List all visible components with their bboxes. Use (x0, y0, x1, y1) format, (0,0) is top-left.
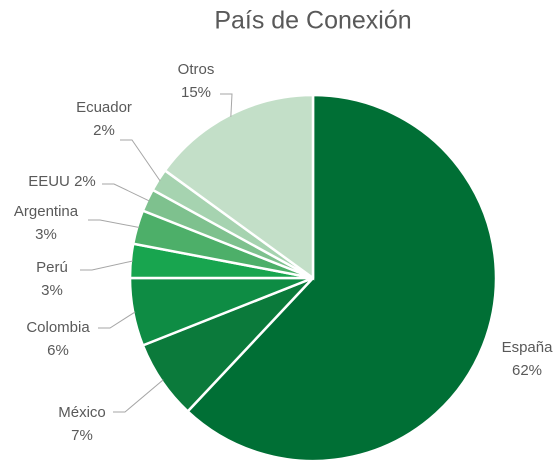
value-label: 62% (512, 362, 542, 379)
pie-slice (185, 93, 498, 461)
value-label: 2% (93, 122, 115, 139)
category-label: Ecuador (76, 99, 132, 116)
leader-line (220, 93, 233, 117)
value-label: 7% (71, 427, 93, 444)
leader-line (98, 311, 136, 329)
value-label: 3% (35, 226, 57, 243)
value-label: 15% (181, 84, 211, 101)
category-label: Colombia (26, 319, 90, 336)
leader-line (88, 219, 140, 228)
leader-line (102, 183, 150, 202)
leader-line (120, 139, 161, 182)
category-label: Argentina (14, 203, 79, 220)
pie-slice (163, 93, 315, 281)
data-label: EEUU 2% (28, 173, 96, 190)
value-label: 6% (47, 342, 69, 359)
category-label: EEUU (28, 173, 70, 190)
category-label: España (502, 339, 554, 356)
leader-line (113, 379, 164, 413)
value-label: 3% (41, 282, 63, 299)
chart-title: País de Conexión (214, 7, 411, 35)
category-label: Otros (178, 61, 215, 78)
category-label: México (58, 404, 106, 421)
leader-line (80, 260, 133, 271)
value-label: 2% (74, 173, 96, 190)
category-label: Perú (36, 259, 68, 276)
